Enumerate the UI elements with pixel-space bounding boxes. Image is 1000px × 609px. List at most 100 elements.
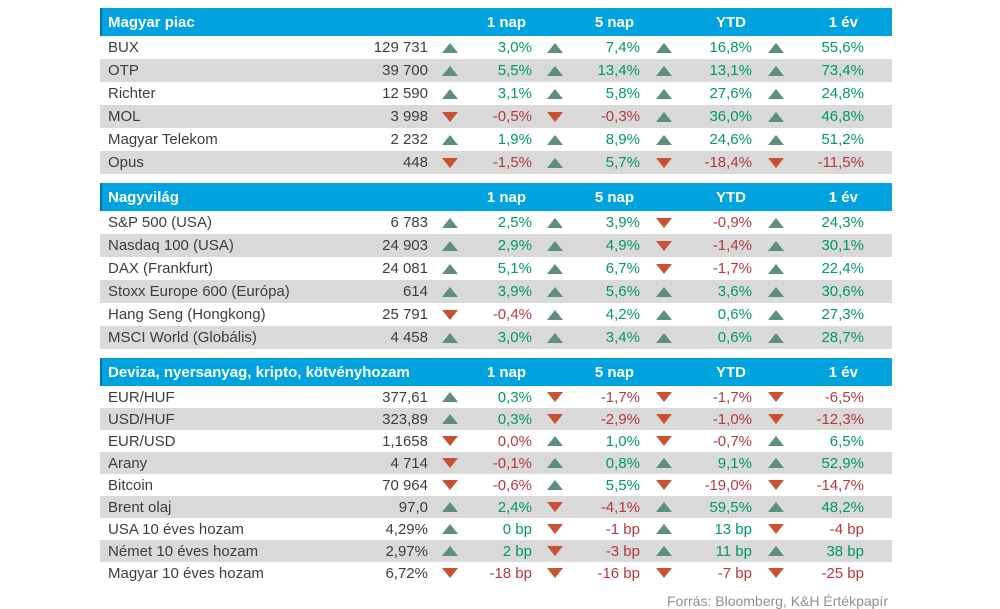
change-arrow-cell [640,392,688,402]
change-arrow-cell [428,458,472,468]
up-triangle-icon [768,240,784,251]
column-header-5nap: 5 nap [594,13,634,31]
change-value: 13,4% [597,62,640,79]
table-row: Hang Seng (Hongkong) 25 791 -0,4% 4,2% 0,6% 2… [100,303,892,326]
change-value: -16 bp [597,564,640,582]
change-value: 0,6% [717,329,752,346]
instrument-value: 3 998 [390,108,428,125]
instrument-value: 6,72% [385,564,428,582]
column-header-ytd: YTD [716,188,746,206]
change-arrow-cell [640,524,688,534]
change-value: 0,6% [717,306,752,323]
up-triangle-icon [547,88,563,99]
change-value: 27,3% [821,306,864,323]
table-row: EUR/HUF 377,61 0,3% -1,7% -1,7% -6,5% [100,386,892,408]
change-arrow-cell [640,42,688,53]
instrument-name: Opus [108,154,144,171]
instrument-name: EUR/HUF [108,388,175,406]
instrument-name: EUR/USD [108,432,176,450]
up-triangle-icon [547,332,563,343]
down-triangle-icon [442,458,458,468]
source-footer: Forrás: Bloomberg, K&H Értékpapír [667,593,888,609]
change-value: -0,9% [712,214,752,231]
table-row: Stoxx Europe 600 (Európa) 614 3,9% 5,6% 3,6%… [100,280,892,303]
up-triangle-icon [768,332,784,343]
up-triangle-icon [547,263,563,274]
table-row: EUR/USD 1,1658 0,0% 1,0% -0,7% 6,5% [100,430,892,452]
down-triangle-icon [768,524,784,534]
change-arrow-cell [752,309,800,320]
up-triangle-icon [547,286,563,297]
market-section: Magyar piac 1 nap 5 nap YTD 1 év BUX 129 731 3,… [100,8,892,174]
instrument-value: 448 [402,154,428,171]
up-triangle-icon [442,134,458,145]
section-title: Magyar piac [108,13,195,31]
change-value: -0,7% [712,432,752,450]
change-value: 3,9% [497,283,532,300]
down-triangle-icon [547,524,563,534]
change-value: 5,1% [497,260,532,277]
instrument-name: Német 10 éves hozam [108,542,259,560]
change-arrow-cell [640,309,688,320]
down-triangle-icon [656,157,672,168]
up-triangle-icon [768,458,784,468]
change-arrow-cell [752,332,800,343]
table-row: Német 10 éves hozam 2,97% 2 bp -3 bp 11 bp 38… [100,540,892,562]
change-arrow-cell [752,436,800,446]
column-header-5nap: 5 nap [594,188,634,206]
change-arrow-cell [640,134,688,145]
change-value: 4,2% [605,306,640,323]
change-value: -6,5% [824,388,864,406]
change-arrow-cell [640,286,688,297]
change-arrow-cell [428,88,472,99]
instrument-value: 323,89 [382,410,428,428]
change-arrow-cell [532,414,578,424]
instrument-value: 12 590 [382,85,428,102]
change-arrow-cell [428,157,472,168]
change-arrow-cell [532,42,578,53]
change-value: 24,3% [821,214,864,231]
up-triangle-icon [442,414,458,424]
change-arrow-cell [532,157,578,168]
change-value: -1,7% [600,388,640,406]
down-triangle-icon [656,480,672,490]
change-value: -7 bp [717,564,752,582]
instrument-name: Magyar 10 éves hozam [108,564,264,582]
up-triangle-icon [656,309,672,320]
change-arrow-cell [428,332,472,343]
change-arrow-cell [752,286,800,297]
change-value: 2 bp [502,542,532,560]
change-arrow-cell [428,42,472,53]
down-triangle-icon [442,309,458,320]
change-value: -4 bp [829,520,864,538]
instrument-value: 129 731 [373,39,428,56]
up-triangle-icon [442,240,458,251]
change-arrow-cell [640,263,688,274]
change-value: -18,4% [704,154,752,171]
change-value: 52,9% [821,454,864,472]
instrument-value: 2 232 [390,131,428,148]
change-value: 55,6% [821,39,864,56]
up-triangle-icon [547,480,563,490]
up-triangle-icon [656,502,672,512]
change-arrow-cell [532,546,578,556]
up-triangle-icon [768,436,784,446]
down-triangle-icon [547,502,563,512]
change-arrow-cell [428,309,472,320]
change-value: 16,8% [709,39,752,56]
up-triangle-icon [547,134,563,145]
table-row: DAX (Frankfurt) 24 081 5,1% 6,7% -1,7% 22,4% [100,257,892,280]
change-value: 4,9% [605,237,640,254]
change-value: 1,9% [497,131,532,148]
up-triangle-icon [656,65,672,76]
instrument-value: 24 081 [382,260,428,277]
change-value: -19,0% [704,476,752,494]
change-value: 51,2% [821,131,864,148]
change-arrow-cell [532,65,578,76]
change-arrow-cell [640,111,688,122]
instrument-name: MSCI World (Globális) [108,329,257,346]
change-value: 2,4% [497,498,532,516]
change-arrow-cell [640,480,688,490]
change-arrow-cell [640,436,688,446]
change-arrow-cell [428,414,472,424]
